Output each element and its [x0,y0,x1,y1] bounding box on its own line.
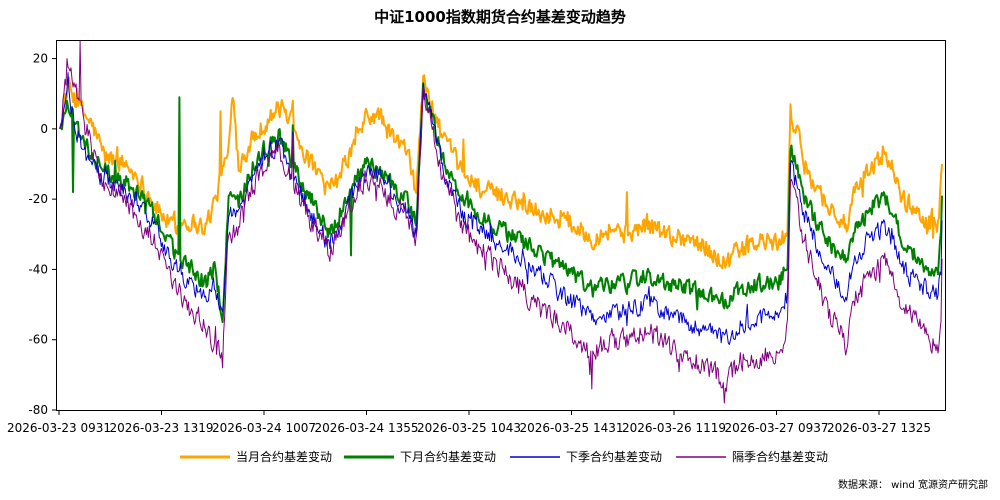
x-tick-label: 2026-03-26 1119 [622,421,726,435]
y-tick-label: 0 [40,122,48,136]
series-line-2 [59,82,943,324]
y-tick-label: 20 [33,52,48,66]
x-tick-label: 2026-03-25 1043 [417,421,521,435]
chart-title: 中证1000指数期货合约基差变动趋势 [374,8,626,26]
series-line-1 [59,74,943,270]
x-tick-label: 2026-03-23 1319 [109,421,213,435]
y-tick-label: -40 [28,262,48,276]
series-line-4 [59,40,943,404]
legend: 当月合约基差变动 下月合约基差变动 下季合约基差变动 隔季合约基差变动 [180,449,828,464]
x-tick-label: 2026-03-24 1355 [314,421,418,435]
x-tick-label: 2026-03-27 1325 [827,421,931,435]
plot-frame [56,40,946,411]
legend-label: 下季合约基差变动 [566,449,662,464]
series-line-3 [59,72,943,345]
y-tick-label: -60 [28,333,48,347]
legend-label: 当月合约基差变动 [236,449,332,464]
x-tick-label: 2026-03-24 1007 [212,421,316,435]
y-tick-label: -20 [28,192,48,206]
legend-label: 下月合约基差变动 [400,449,496,464]
y-axis: 20 0 -20 -40 -60 -80 [28,52,57,417]
plot-lines [59,40,943,404]
source-note: 数据来源： wind 宽源资产研究部 [838,478,988,491]
x-tick-label: 2026-03-27 0937 [724,421,828,435]
legend-label: 隔季合约基差变动 [732,449,828,464]
y-tick-label: -80 [28,403,48,417]
x-tick-label: 2026-03-23 0931 [7,421,111,435]
x-tick-label: 2026-03-25 1431 [519,421,623,435]
